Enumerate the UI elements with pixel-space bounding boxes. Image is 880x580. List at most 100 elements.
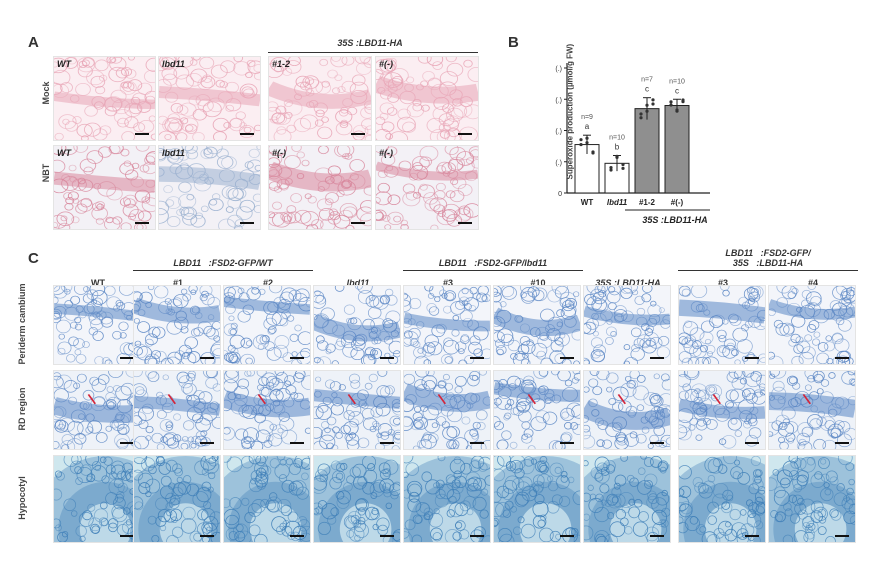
panel-label-b: B — [508, 34, 519, 51]
scale-bar — [135, 222, 149, 224]
scale-bar — [560, 442, 574, 444]
data-point — [579, 142, 583, 147]
panel-label-c: C — [28, 250, 39, 267]
image-label: #(-) — [379, 59, 393, 69]
panel-a-nbt-image-3: #(-) — [268, 145, 372, 230]
panel-label-a: A — [28, 34, 39, 51]
scale-bar — [120, 535, 134, 537]
scale-bar — [351, 133, 365, 135]
scale-bar — [560, 357, 574, 359]
y-tick-label: (.) — [555, 66, 562, 73]
panel-c-periderm-cambium-image-7 — [583, 285, 671, 365]
panel-c-hypocotyl-image-6 — [493, 455, 581, 543]
x-tick-label: lbd11 — [607, 198, 628, 207]
panel-c-group-line-2 — [403, 270, 583, 272]
scale-bar — [200, 442, 214, 444]
panel-c-periderm-cambium-image-8 — [678, 285, 766, 365]
scale-bar — [380, 535, 394, 537]
scale-bar — [135, 133, 149, 135]
data-point — [639, 112, 643, 116]
panel-c-periderm-cambium-image-4 — [313, 285, 401, 365]
scale-bar — [458, 133, 472, 135]
image-label: WT — [57, 148, 71, 158]
panel-a-group-header: 35S :LBD11-HA — [337, 38, 403, 48]
superoxide-bar-chart: 0(.)(.)(.)(.)an=9WTbn=10lbd11cn=7#1-2cn=… — [555, 63, 710, 225]
scale-bar — [290, 442, 304, 444]
data-point — [615, 154, 619, 158]
panel-c-hypocotyl-image-9 — [768, 455, 856, 543]
data-point — [645, 103, 649, 107]
n-label: n=10 — [669, 78, 685, 85]
panel-c-periderm-cambium-image-3 — [223, 285, 311, 365]
panel-c-hypocotyl-image-1 — [53, 455, 141, 543]
panel-c-rd-region-image-6 — [493, 370, 581, 450]
scale-bar — [240, 133, 254, 135]
panel-c-rd-region-image-8 — [678, 370, 766, 450]
data-point — [669, 100, 673, 104]
data-point — [579, 138, 583, 142]
panel-a-mock-image-2: lbd11 — [158, 56, 261, 141]
data-point — [639, 116, 643, 120]
panel-a-nbt-image-4: #(-) — [375, 145, 479, 230]
n-label: n=7 — [641, 77, 653, 84]
scale-bar — [560, 535, 574, 537]
panel-c-rd-region-image-1 — [53, 370, 141, 450]
panel-c-rd-region-image-2 — [133, 370, 221, 450]
significance-letter: c — [675, 86, 679, 95]
scale-bar — [290, 535, 304, 537]
image-label: #(-) — [272, 148, 286, 158]
panel-c-rd-region-image-9 — [768, 370, 856, 450]
data-point — [585, 141, 589, 145]
panel-c-column-label-3: #2 — [262, 278, 273, 288]
panel-c-column-label-9: #4 — [807, 278, 818, 288]
data-point — [609, 166, 613, 170]
scale-bar — [835, 442, 849, 444]
panel-c-row-label-periderm-cambium: Periderm cambium — [17, 283, 27, 365]
image-label: #(-) — [379, 148, 393, 158]
x-tick-label: #(-) — [671, 198, 684, 207]
panel-c-periderm-cambium-image-1 — [53, 285, 141, 365]
data-point — [681, 98, 685, 102]
panel-a-group-line — [268, 52, 478, 54]
significance-letter: c — [645, 85, 649, 94]
data-point — [621, 166, 625, 170]
scale-bar — [835, 535, 849, 537]
data-point — [669, 103, 673, 107]
scale-bar — [120, 442, 134, 444]
panel-a-mock-image-4: #(-) — [375, 56, 479, 141]
chart-ylabel: Superoxide production (µmol/g FW) — [565, 43, 575, 180]
scale-bar — [835, 357, 849, 359]
panel-c-hypocotyl-image-3 — [223, 455, 311, 543]
panel-c-rd-region-image-3 — [223, 370, 311, 450]
scale-bar — [290, 357, 304, 359]
scale-bar — [120, 357, 134, 359]
panel-a-nbt-image-1: WT — [53, 145, 156, 230]
scale-bar — [470, 357, 484, 359]
n-label: n=10 — [609, 135, 625, 142]
scale-bar — [380, 442, 394, 444]
panel-c-column-label-8: #3 — [717, 278, 728, 288]
y-tick-label: (.) — [555, 97, 562, 104]
y-tick-label: (.) — [555, 160, 562, 167]
scale-bar — [458, 222, 472, 224]
scale-bar — [650, 357, 664, 359]
panel-c-hypocotyl-image-8 — [678, 455, 766, 543]
data-point — [651, 102, 655, 106]
panel-a-mock-image-1: WT — [53, 56, 156, 141]
image-label: #1-2 — [272, 59, 291, 69]
significance-letter: a — [585, 122, 590, 131]
panel-c-column-label-4: lbd11 — [346, 278, 370, 288]
panel-c-group-line-3 — [678, 270, 858, 272]
data-point — [675, 108, 679, 112]
bar — [634, 108, 660, 194]
data-point — [651, 98, 655, 102]
panel-c-rd-region-image-4 — [313, 370, 401, 450]
panel-c-rd-region-image-5 — [403, 370, 491, 450]
data-point — [621, 162, 625, 167]
scale-bar — [200, 535, 214, 537]
scale-bar — [351, 222, 365, 224]
scale-bar — [745, 357, 759, 359]
data-point — [645, 109, 649, 113]
scale-bar — [745, 535, 759, 537]
panel-c-hypocotyl-image-5 — [403, 455, 491, 543]
